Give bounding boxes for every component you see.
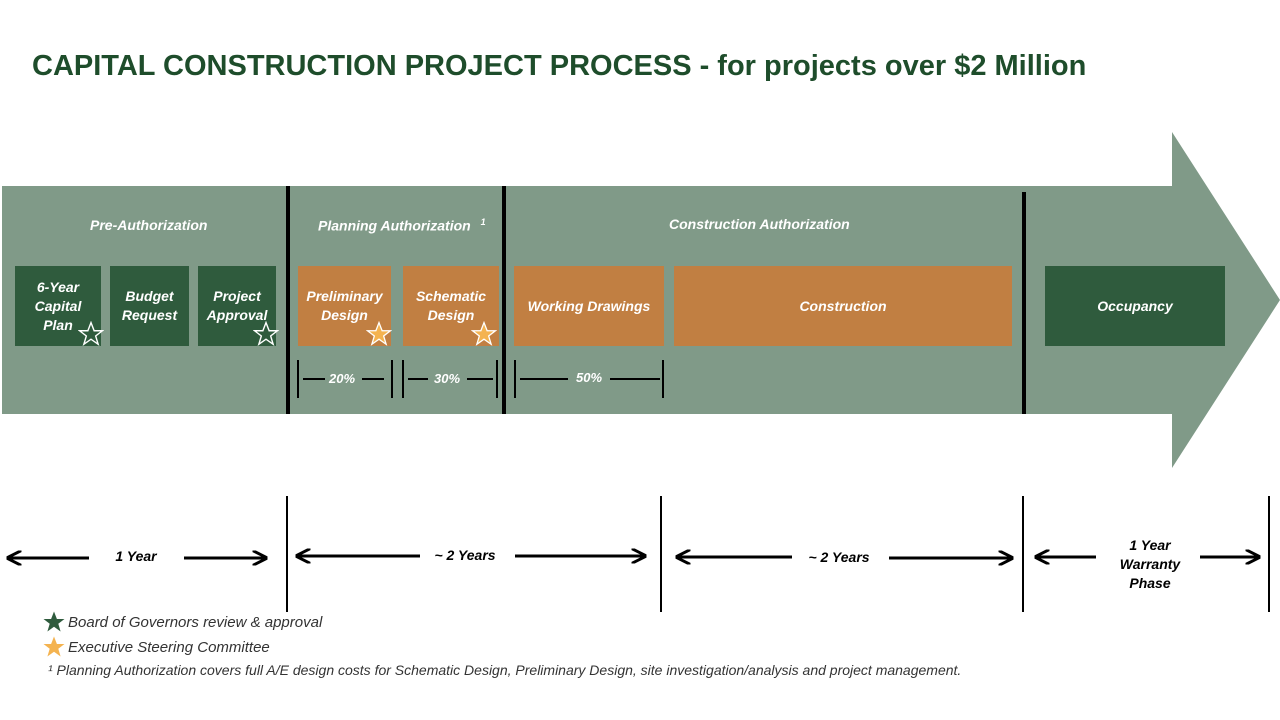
bracket-tick — [514, 360, 516, 398]
bracket-line — [610, 378, 660, 380]
step-capital-plan: 6-Year Capital Plan — [15, 266, 101, 346]
step-project-approval-label: Project Approval — [206, 288, 268, 323]
step-occupancy-label: Occupancy — [1097, 297, 1173, 314]
bracket-line — [303, 378, 325, 380]
board-star-icon — [43, 611, 65, 632]
legend-board: Board of Governors review & approval — [42, 610, 322, 634]
footnote: ¹ Planning Authorization covers full A/E… — [48, 662, 962, 678]
step-project-approval: Project Approval — [198, 266, 276, 346]
step-schematic-design-label: Schematic Design — [415, 288, 487, 323]
step-capital-plan-label: 6-Year Capital Plan — [34, 278, 82, 333]
executive-star-icon — [471, 321, 497, 346]
step-construction: Construction — [674, 266, 1012, 346]
bracket-line — [467, 378, 493, 380]
phase-construction-authorization: Construction Authorization — [669, 216, 850, 232]
pct-working-drawings: 50% — [576, 370, 603, 385]
bracket-tick — [297, 360, 299, 398]
bracket-line — [362, 378, 384, 380]
legend-board-label: Board of Governors review & approval — [68, 613, 323, 631]
board-star-icon — [78, 321, 104, 347]
pct-preliminary: 20% — [329, 371, 356, 386]
bracket-tick — [662, 360, 664, 398]
executive-star-icon — [366, 321, 392, 346]
board-star-icon — [253, 321, 279, 347]
legend-executive-label: Executive Steering Committee — [68, 638, 270, 656]
timeline-segment-3: ~ 2 Years — [808, 549, 870, 565]
step-preliminary-design-label: Preliminary Design — [306, 288, 383, 323]
bracket-tick — [391, 360, 393, 398]
executive-star-icon — [43, 636, 65, 657]
step-budget-request: Budget Request — [110, 266, 189, 346]
legend-executive: Executive Steering Committee — [42, 635, 270, 659]
pct-schematic: 30% — [434, 371, 461, 386]
phase-planning-authorization: Planning Authorization 1 — [318, 217, 486, 234]
footnote-marker: 1 — [480, 217, 486, 227]
page-title: CAPITAL CONSTRUCTION PROJECT PROCESS - f… — [32, 50, 1087, 82]
bracket-line — [408, 378, 428, 380]
timeline-segment-2: ~ 2 Years — [434, 547, 496, 563]
bracket-line — [520, 378, 568, 380]
step-construction-label: Construction — [799, 297, 887, 314]
phase-pre-authorization: Pre-Authorization — [90, 217, 208, 233]
step-budget-request-label: Budget Request — [121, 288, 178, 323]
step-working-drawings-label: Working Drawings — [527, 297, 651, 314]
step-working-drawings: Working Drawings — [514, 266, 664, 346]
timeline-segment-1: 1 Year — [115, 548, 157, 564]
bracket-tick — [402, 360, 404, 398]
phase-planning-label: Planning Authorization — [318, 217, 471, 234]
bracket-tick — [496, 360, 498, 398]
step-occupancy: Occupancy — [1045, 266, 1225, 346]
timeline-segment-4: 1 Year Warranty Phase — [1119, 537, 1181, 591]
